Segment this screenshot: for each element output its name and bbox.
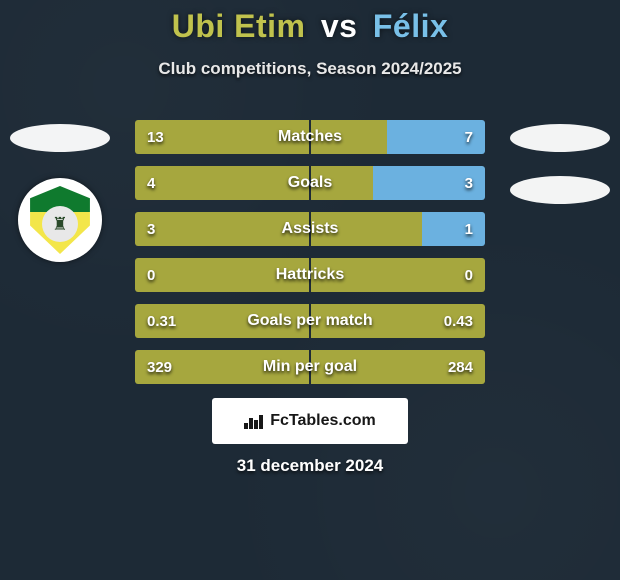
stat-row: 00Hattricks bbox=[135, 258, 485, 292]
brand-label: FcTables.com bbox=[270, 412, 376, 430]
stat-row: 137Matches bbox=[135, 120, 485, 154]
stat-label: Goals per match bbox=[135, 304, 485, 338]
player2-name: Félix bbox=[373, 8, 448, 44]
brand-box[interactable]: FcTables.com bbox=[212, 398, 408, 444]
player2-avatar-placeholder bbox=[510, 124, 610, 152]
player2-club-placeholder bbox=[510, 176, 610, 204]
club-shield-icon: ♜ bbox=[26, 186, 94, 254]
stat-row: 0.310.43Goals per match bbox=[135, 304, 485, 338]
stat-row: 329284Min per goal bbox=[135, 350, 485, 384]
stat-row: 31Assists bbox=[135, 212, 485, 246]
title-vs: vs bbox=[321, 8, 358, 44]
bar-chart-icon bbox=[244, 413, 264, 429]
stat-label: Matches bbox=[135, 120, 485, 154]
stat-label: Min per goal bbox=[135, 350, 485, 384]
comparison-title: Ubi Etim vs Félix bbox=[0, 0, 620, 45]
stat-label: Hattricks bbox=[135, 258, 485, 292]
player1-avatar-placeholder bbox=[10, 124, 110, 152]
subtitle: Club competitions, Season 2024/2025 bbox=[0, 59, 620, 79]
stat-label: Assists bbox=[135, 212, 485, 246]
stat-label: Goals bbox=[135, 166, 485, 200]
player1-club-badge: ♜ bbox=[18, 178, 102, 262]
castle-icon: ♜ bbox=[52, 214, 68, 235]
footer-date: 31 december 2024 bbox=[0, 456, 620, 476]
stats-panel: 137Matches 43Goals 31Assists 00Hattricks 0.3… bbox=[135, 120, 485, 396]
stat-row: 43Goals bbox=[135, 166, 485, 200]
player1-name: Ubi Etim bbox=[172, 8, 306, 44]
